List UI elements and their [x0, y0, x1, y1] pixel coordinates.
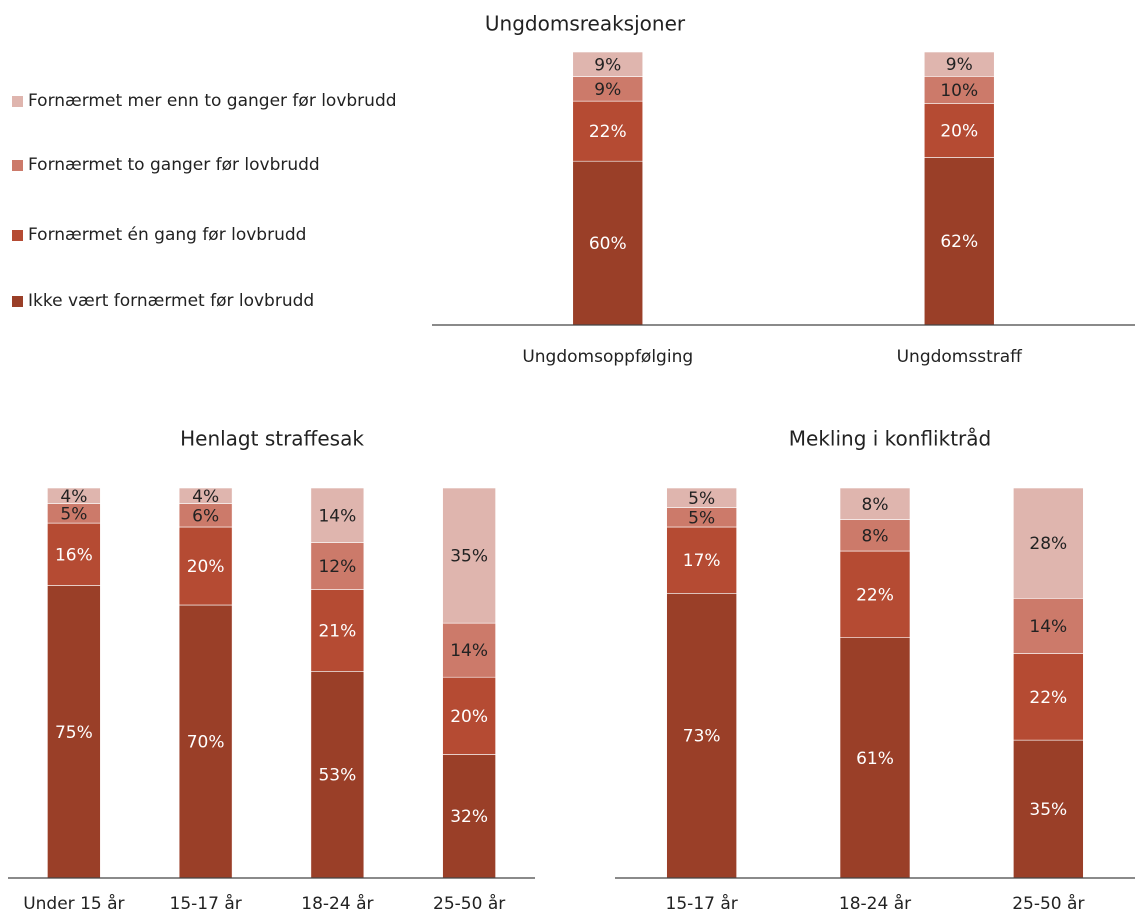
data-label: 61% — [856, 749, 894, 769]
bar-segment — [1013, 598, 1084, 654]
chart-title: Mekling i konfliktråd — [789, 427, 991, 451]
x-tick-label: 25-50 år — [1012, 893, 1084, 914]
data-label: 20% — [940, 121, 978, 141]
legend-label: Fornærmet mer enn to ganger før lovbrudd — [28, 91, 397, 111]
legend-swatch — [12, 230, 23, 241]
bar-segment — [839, 519, 911, 552]
chart-title: Ungdomsreaksjoner — [485, 12, 686, 36]
bar-segment — [178, 526, 233, 606]
bar-segment — [310, 589, 365, 672]
bar-segment — [572, 51, 644, 77]
legend-entry: Fornærmet én gang før lovbrudd — [10, 222, 408, 248]
bar-segment — [310, 487, 365, 543]
data-label: 9% — [594, 55, 621, 75]
data-label: 9% — [946, 55, 973, 75]
data-label: 5% — [688, 508, 715, 528]
bar-segment — [178, 604, 233, 879]
bar-segment — [178, 487, 233, 504]
legend-entry: Fornærmet to ganger før lovbrudd — [10, 152, 408, 178]
legend-label: Ikke vært fornærmet før lovbrudd — [28, 291, 315, 311]
bar-segment — [1013, 487, 1084, 599]
data-label: 5% — [688, 489, 715, 509]
legend-swatch — [12, 96, 23, 107]
data-label: 14% — [1029, 617, 1067, 637]
data-label: 62% — [940, 232, 978, 252]
bar-segment — [839, 487, 911, 520]
bar-segment — [1013, 739, 1084, 879]
data-label: 4% — [192, 487, 219, 507]
data-label: 20% — [187, 557, 225, 577]
bar-segment — [666, 592, 737, 879]
data-label: 75% — [55, 723, 93, 743]
legend-entry: Fornærmet mer enn to ganger før lovbrudd — [10, 88, 408, 114]
data-label: 28% — [1029, 534, 1067, 554]
legend-entry: Ikke vært fornærmet før lovbrudd — [10, 288, 408, 314]
bar-segment — [666, 487, 737, 508]
bar-segment — [442, 676, 496, 755]
bar-segment — [442, 487, 496, 624]
data-label: 9% — [594, 80, 621, 100]
data-label: 73% — [683, 727, 721, 747]
legend-label: Fornærmet én gang før lovbrudd — [28, 225, 307, 245]
bar-segment — [310, 542, 365, 590]
x-tick-label: 15-17 år — [666, 893, 738, 914]
bar-segment — [47, 522, 101, 586]
x-tick-label: 18-24 år — [839, 893, 911, 914]
data-label: 12% — [318, 557, 356, 577]
data-label: 4% — [60, 487, 87, 507]
legend-label: Fornærmet to ganger før lovbrudd — [28, 155, 320, 175]
data-label: 20% — [450, 707, 488, 727]
data-label: 53% — [318, 766, 356, 786]
bar-segment — [666, 526, 737, 594]
bar-segment — [923, 103, 995, 158]
data-label: 35% — [450, 547, 488, 567]
data-label: 14% — [450, 641, 488, 661]
data-label: 22% — [856, 585, 894, 605]
data-label: 8% — [862, 495, 889, 515]
x-tick-label: 18-24 år — [301, 893, 373, 914]
data-label: 22% — [589, 122, 627, 142]
x-tick-label: 25-50 år — [433, 893, 505, 914]
bar-segment — [47, 585, 101, 879]
bar-segment — [923, 76, 995, 104]
bar-segment — [47, 487, 101, 504]
bar-segment — [923, 51, 995, 77]
data-label: 35% — [1029, 800, 1067, 820]
data-label: 17% — [683, 551, 721, 571]
bar-segment — [442, 754, 496, 879]
data-label: 10% — [940, 81, 978, 101]
legend-swatch — [12, 160, 23, 171]
bar-segment — [572, 100, 644, 162]
data-label: 22% — [1029, 688, 1067, 708]
data-label: 14% — [318, 506, 356, 526]
x-tick-label: Ungdomsstraff — [897, 347, 1024, 367]
bar-segment — [923, 157, 995, 326]
data-label: 5% — [60, 504, 87, 524]
chart-title: Henlagt straffesak — [180, 427, 364, 451]
bar-segment — [572, 160, 644, 326]
data-label: 21% — [318, 621, 356, 641]
data-label: 8% — [862, 526, 889, 546]
bar-segment — [310, 670, 365, 879]
x-tick-label: Under 15 år — [23, 893, 124, 914]
data-label: 32% — [450, 807, 488, 827]
x-tick-label: Ungdomsoppfølging — [522, 347, 693, 367]
x-tick-label: 15-17 år — [170, 893, 242, 914]
data-label: 6% — [192, 506, 219, 526]
data-label: 70% — [187, 733, 225, 753]
data-label: 16% — [55, 545, 93, 565]
data-label: 60% — [589, 234, 627, 254]
legend-swatch — [12, 296, 23, 307]
